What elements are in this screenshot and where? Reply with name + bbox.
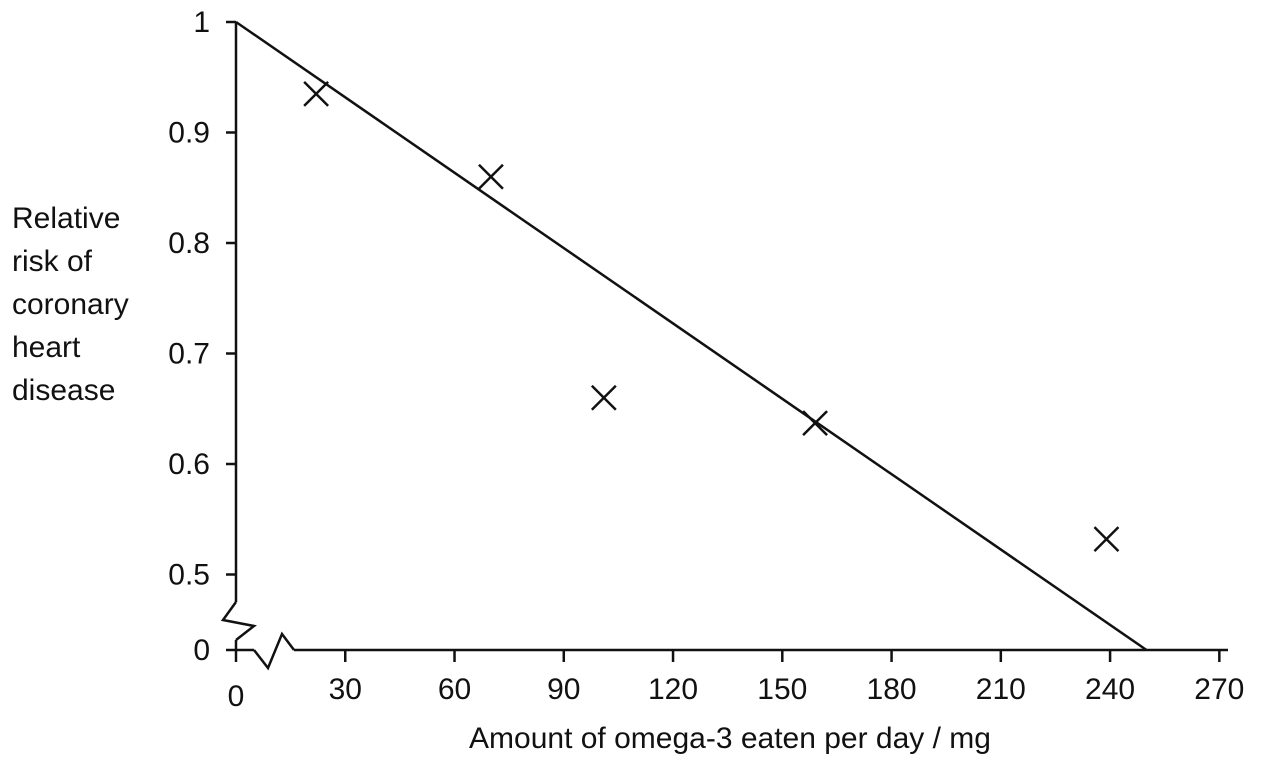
data-point-4 [802, 410, 828, 436]
x-tick-label: 30 [329, 673, 362, 706]
x-tick-label: 0 [228, 680, 245, 713]
y-axis-break-mark [220, 601, 257, 641]
data-point-stroke [478, 163, 504, 190]
x-tick-label: 270 [1194, 673, 1244, 706]
y-axis-title-line: coronary [12, 288, 129, 321]
x-tick-label: 180 [867, 673, 917, 706]
data-point-stroke [1093, 526, 1120, 553]
x-axis-title: Amount of omega-3 eaten per day / mg [469, 722, 991, 755]
y-tick-label: 0 [193, 634, 210, 667]
y-axis-title-line: disease [12, 374, 115, 407]
x-tick-label: 210 [976, 673, 1026, 706]
y-axis-title: Relative risk of coronary heart disease [12, 202, 129, 407]
y-axis-title-line: Relative [12, 202, 120, 235]
x-tick-label: 150 [757, 673, 807, 706]
y-ticks: 1 0.9 0.8 0.7 0.6 0.5 0 [168, 6, 236, 667]
data-point-stroke [303, 80, 330, 107]
data-point-3 [590, 384, 617, 411]
x-tick-label: 240 [1085, 673, 1135, 706]
trend-line [235, 20, 1148, 652]
axes [220, 22, 1228, 671]
data-point-stroke [802, 410, 828, 436]
y-tick-label: 0.6 [168, 448, 210, 481]
x-ticks: 0 30 60 90 120 150 180 210 240 270 [228, 650, 1244, 713]
y-tick-label: 0.7 [168, 338, 210, 371]
data-point-2 [478, 163, 504, 190]
x-tick-label: 120 [648, 673, 698, 706]
data-point-stroke [590, 384, 617, 411]
y-axis-title-line: heart [12, 331, 81, 364]
x-tick-label: 90 [547, 673, 580, 706]
data-point-5 [1093, 526, 1120, 553]
y-tick-label: 0.5 [168, 559, 210, 592]
trend-line-group [235, 20, 1148, 652]
x-tick-label: 60 [438, 673, 471, 706]
x-axis-break-mark [253, 631, 295, 671]
data-point-1 [303, 80, 330, 107]
data-points [303, 80, 1120, 553]
y-tick-label: 0.8 [168, 227, 210, 260]
y-tick-label: 1 [193, 6, 210, 39]
y-axis-title-line: risk of [12, 245, 93, 278]
y-tick-label: 0.9 [168, 117, 210, 150]
